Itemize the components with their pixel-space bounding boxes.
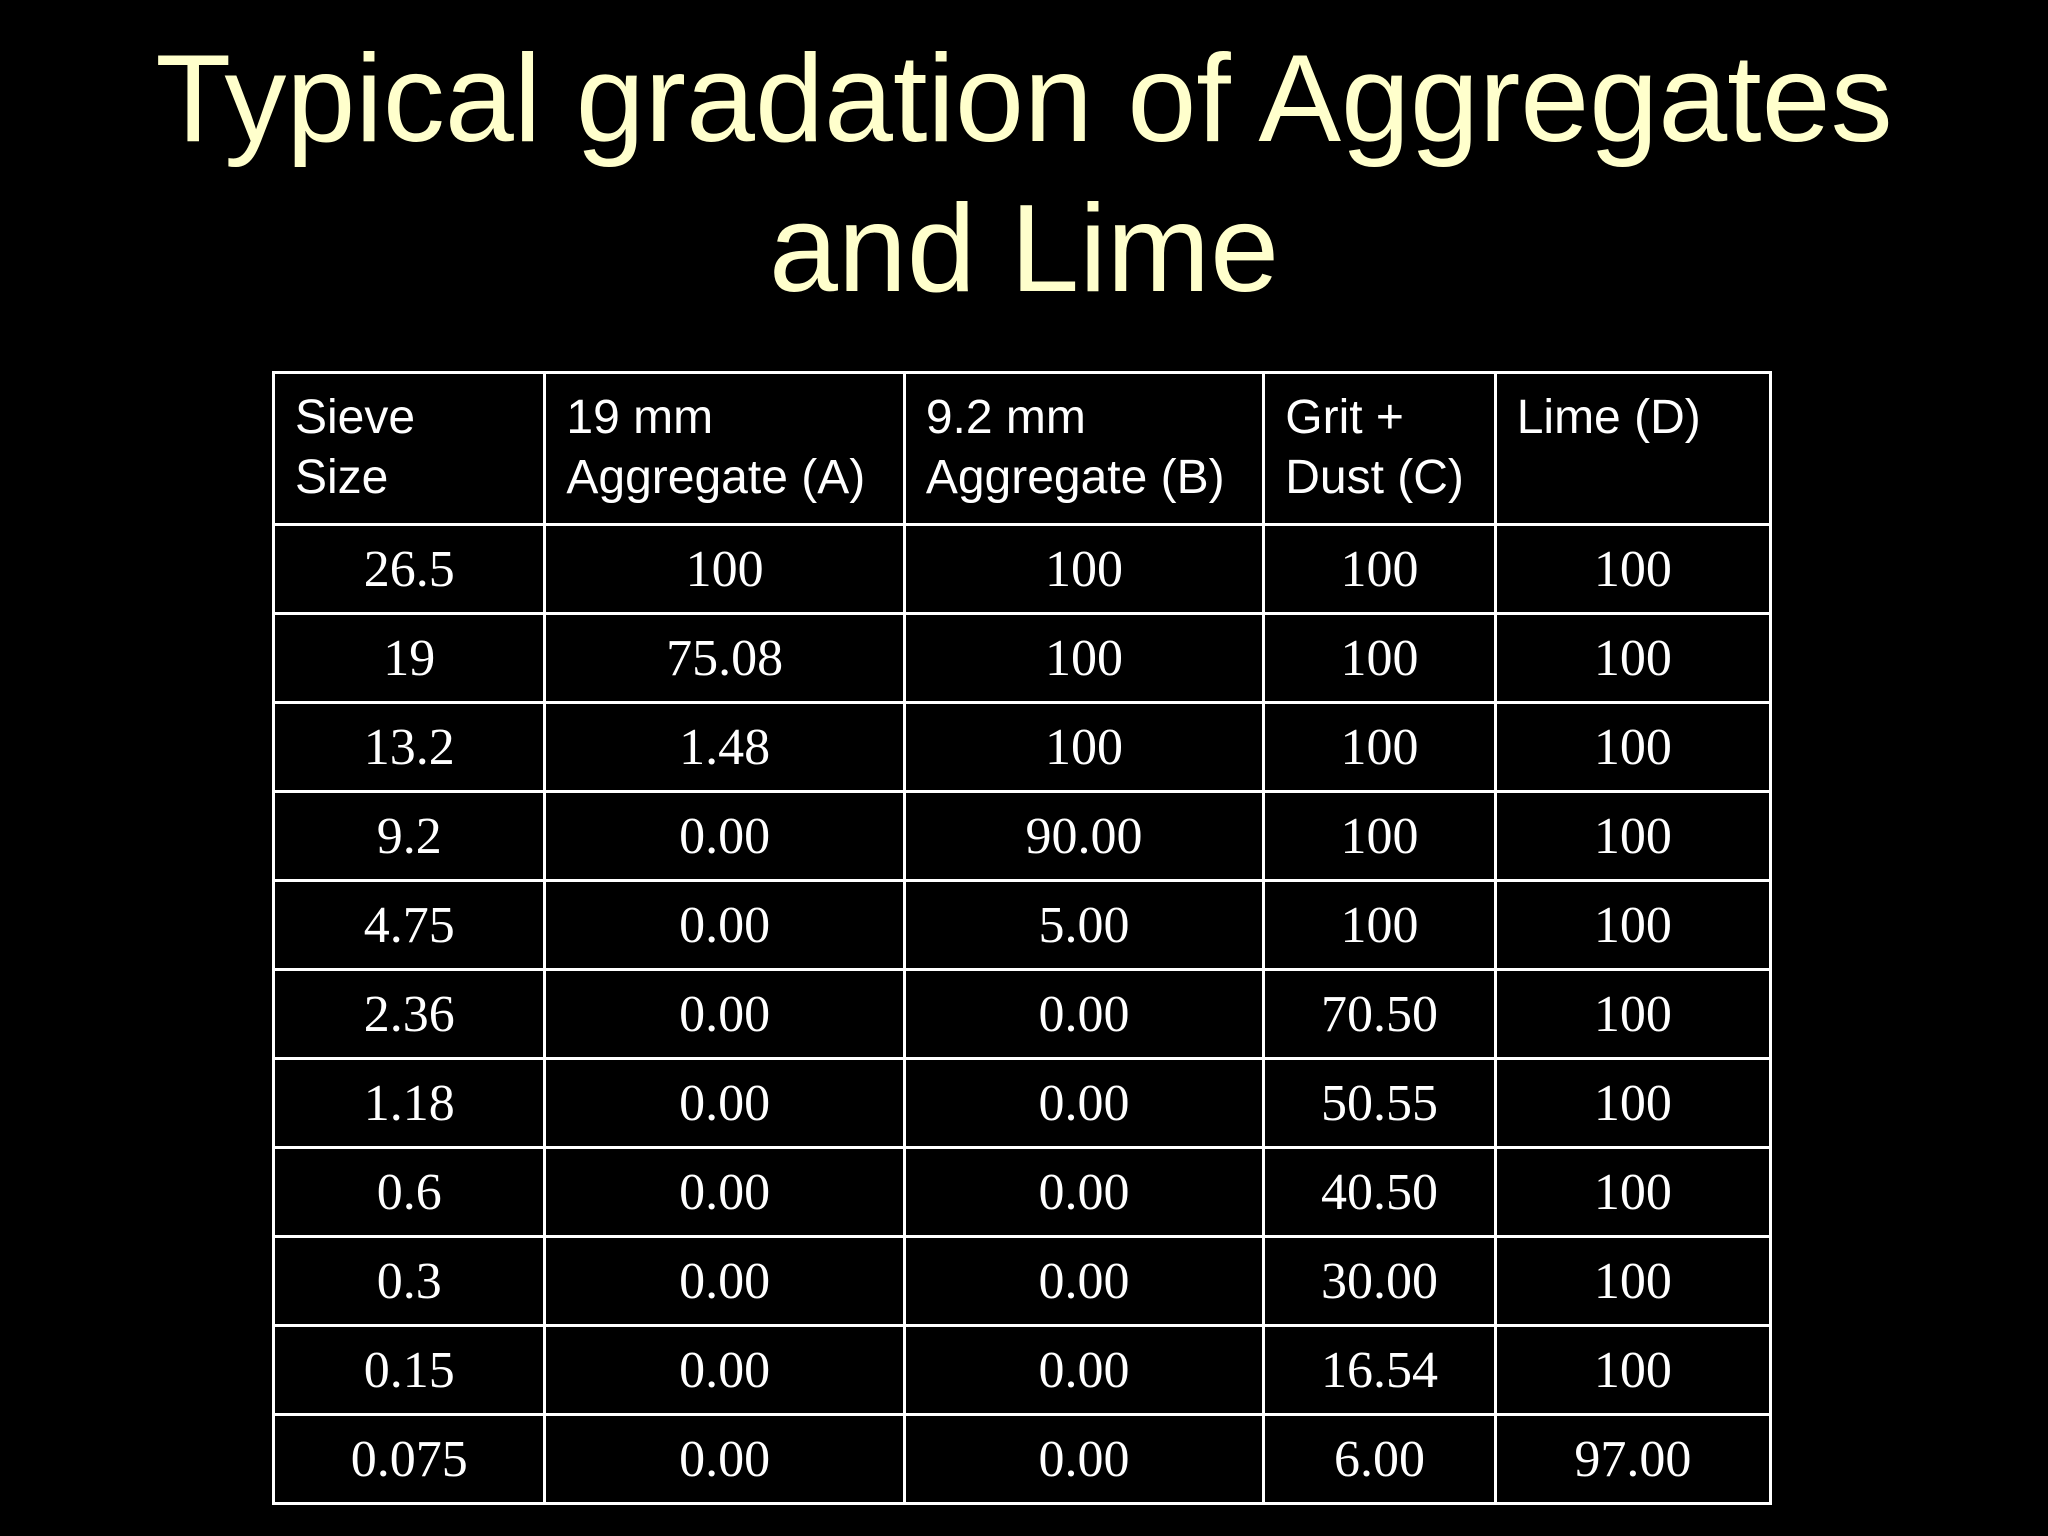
table-row: 0.3 0.00 0.00 30.00 100 <box>271 1235 1773 1327</box>
table-cell: 50.55 <box>1262 1057 1497 1149</box>
table-cell: 100 <box>1262 612 1497 704</box>
header-line: Aggregate (B) <box>925 451 1225 504</box>
table-row: 0.075 0.00 0.00 6.00 97.00 <box>271 1413 1773 1505</box>
header-line: Aggregate (A) <box>566 451 866 504</box>
table-cell: 0.15 <box>271 1324 547 1416</box>
table-cell: 40.50 <box>1262 1146 1497 1238</box>
table-header-row: Sieve Size 19 mm Aggregate (A) 9.2 mm Ag… <box>271 371 1773 526</box>
table-cell: 9.2 <box>271 790 547 882</box>
table-cell: 0.00 <box>902 1324 1266 1416</box>
table-cell: 0.6 <box>271 1146 547 1238</box>
table-cell: 90.00 <box>902 790 1266 882</box>
header-line: 9.2 mm <box>925 391 1086 444</box>
table-cell: 100 <box>1262 523 1497 615</box>
table-cell: 0.00 <box>902 1057 1266 1149</box>
table-cell: 100 <box>1493 1324 1773 1416</box>
table-row: 0.15 0.00 0.00 16.54 100 <box>271 1324 1773 1416</box>
slide-title: Typical gradation of Aggregates and Lime <box>0 24 2048 324</box>
slide-title-line-2: and Lime <box>768 180 1280 318</box>
table-cell: 97.00 <box>1493 1413 1773 1505</box>
table-cell: 100 <box>902 523 1266 615</box>
table-cell: 0.3 <box>271 1235 547 1327</box>
header-lime-d: Lime (D) <box>1493 371 1773 526</box>
table-row: 2.36 0.00 0.00 70.50 100 <box>271 968 1773 1060</box>
table-cell: 6.00 <box>1262 1413 1497 1505</box>
table-cell: 5.00 <box>902 879 1266 971</box>
table-row: 0.6 0.00 0.00 40.50 100 <box>271 1146 1773 1238</box>
table-cell: 0.075 <box>271 1413 547 1505</box>
table-row: 26.5 100 100 100 100 <box>271 523 1773 615</box>
header-aggregate-a: 19 mm Aggregate (A) <box>543 371 906 526</box>
table-cell: 100 <box>1493 790 1773 882</box>
table-cell: 16.54 <box>1262 1324 1497 1416</box>
table-cell: 0.00 <box>543 968 906 1060</box>
header-grit-dust-c: Grit + Dust (C) <box>1262 371 1497 526</box>
table-cell: 100 <box>1262 701 1497 793</box>
header-line: Size <box>295 451 389 504</box>
header-line: Dust (C) <box>1285 451 1464 504</box>
table-cell: 100 <box>1262 879 1497 971</box>
table-cell: 30.00 <box>1262 1235 1497 1327</box>
table-cell: 0.00 <box>543 1324 906 1416</box>
gradation-table: Sieve Size 19 mm Aggregate (A) 9.2 mm Ag… <box>271 371 1773 1505</box>
table-cell: 100 <box>1493 701 1773 793</box>
table-cell: 100 <box>1493 1146 1773 1238</box>
header-sieve-size: Sieve Size <box>271 371 547 526</box>
table-cell: 100 <box>543 523 906 615</box>
slide-title-line-1: Typical gradation of Aggregates <box>155 30 1893 168</box>
table-row: 4.75 0.00 5.00 100 100 <box>271 879 1773 971</box>
table-row: 1.18 0.00 0.00 50.55 100 <box>271 1057 1773 1149</box>
header-line: Sieve <box>295 391 416 444</box>
table-cell: 100 <box>1493 879 1773 971</box>
table-row: 9.2 0.00 90.00 100 100 <box>271 790 1773 882</box>
table-cell: 70.50 <box>1262 968 1497 1060</box>
table-cell: 1.48 <box>543 701 906 793</box>
table-cell: 0.00 <box>543 1413 906 1505</box>
table-cell: 100 <box>902 612 1266 704</box>
table-cell: 100 <box>1493 968 1773 1060</box>
table-cell: 1.18 <box>271 1057 547 1149</box>
header-line: Grit + <box>1285 391 1404 444</box>
table-cell: 0.00 <box>902 1146 1266 1238</box>
table-cell: 13.2 <box>271 701 547 793</box>
table-cell: 4.75 <box>271 879 547 971</box>
table-cell: 0.00 <box>543 790 906 882</box>
table-cell: 100 <box>1493 523 1773 615</box>
table-cell: 26.5 <box>271 523 547 615</box>
header-line: 19 mm <box>566 391 714 444</box>
table-cell: 0.00 <box>902 1235 1266 1327</box>
table-cell: 100 <box>902 701 1266 793</box>
table-cell: 0.00 <box>902 968 1266 1060</box>
table-cell: 2.36 <box>271 968 547 1060</box>
header-line: Lime (D) <box>1516 391 1701 444</box>
table-cell: 0.00 <box>543 1146 906 1238</box>
table-cell: 0.00 <box>543 879 906 971</box>
table-cell: 19 <box>271 612 547 704</box>
table-cell: 0.00 <box>902 1413 1266 1505</box>
table-cell: 100 <box>1262 790 1497 882</box>
table-cell: 0.00 <box>543 1235 906 1327</box>
table-cell: 0.00 <box>543 1057 906 1149</box>
table-cell: 100 <box>1493 612 1773 704</box>
header-aggregate-b: 9.2 mm Aggregate (B) <box>902 371 1266 526</box>
table-row: 19 75.08 100 100 100 <box>271 612 1773 704</box>
table-cell: 100 <box>1493 1235 1773 1327</box>
table-row: 13.2 1.48 100 100 100 <box>271 701 1773 793</box>
table-cell: 75.08 <box>543 612 906 704</box>
table-cell: 100 <box>1493 1057 1773 1149</box>
